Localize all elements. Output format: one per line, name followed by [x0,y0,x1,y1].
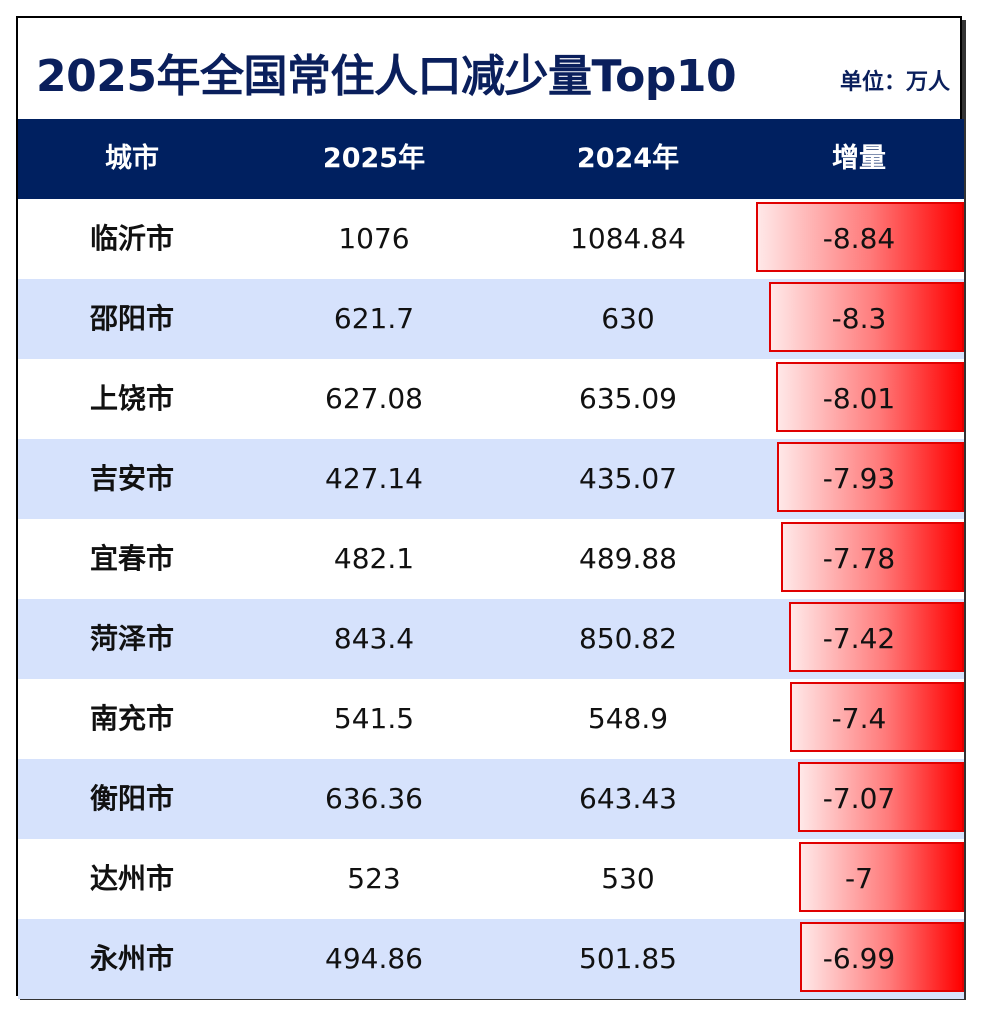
change-label: -7 [845,862,873,895]
change-label: -8.01 [822,382,896,415]
table-row: 永州市 494.86 501.85 -6.99 [18,919,964,999]
title-bar: 2025年全国常住人口减少量Top10 单位：万人 [18,18,964,119]
value-2025-cell: 523 [347,862,401,895]
change-bar [799,842,964,912]
value-2025-cell: 1076 [338,222,410,255]
table-body: 临沂市 1076 1084.84 -8.84 邵阳市 621.7 630 -8.3 上饶市 627… [18,199,964,999]
city-cell: 衡阳市 [89,782,174,815]
value-2025-cell: 427.14 [325,462,423,495]
value-2024-cell: 501.85 [579,942,677,975]
city-cell: 南充市 [89,702,174,735]
change-bar [800,922,964,992]
city-cell: 宜春市 [89,542,174,575]
value-2024-cell: 850.82 [579,622,677,655]
value-2025-cell: 541.5 [333,702,415,735]
value-2024-cell: 548.9 [587,702,669,735]
change-label: -7.42 [822,622,896,655]
city-cell: 菏泽市 [89,622,174,655]
value-2025-cell: 843.4 [333,622,415,655]
table-header: 城市 2025年 2024年 增量 [18,119,964,199]
value-2024-cell: 635.09 [579,382,677,415]
city-cell: 吉安市 [89,462,174,495]
table-row: 临沂市 1076 1084.84 -8.84 [18,199,964,279]
table-row: 达州市 523 530 -7 [18,839,964,919]
value-2024-cell: 489.88 [579,542,677,575]
header-2024: 2024年 [576,143,680,174]
value-2025-cell: 627.08 [325,382,423,415]
change-bar [776,362,964,432]
change-bar [798,762,964,832]
header-city: 城市 [105,143,159,174]
city-cell: 上饶市 [89,382,174,415]
city-cell: 永州市 [89,942,174,975]
header-2025: 2025年 [322,143,426,174]
chart-card: 2025年全国常住人口减少量Top10 单位：万人 城市 2025年 2024年… [16,16,964,999]
value-2024-cell: 435.07 [579,462,677,495]
table-row: 宜春市 482.1 489.88 -7.78 [18,519,964,599]
change-label: -8.84 [822,222,896,255]
table-row: 南充市 541.5 548.9 -7.4 [18,679,964,759]
table-row: 菏泽市 843.4 850.82 -7.42 [18,599,964,679]
change-label: -6.99 [822,942,896,975]
change-bar [790,682,964,752]
value-2025-cell: 494.86 [325,942,423,975]
change-label: -7.93 [822,462,896,495]
value-2024-cell: 643.43 [579,782,677,815]
value-2024-cell: 630 [601,302,655,335]
city-cell: 邵阳市 [89,302,174,335]
change-bar [777,442,964,512]
change-label: -8.3 [831,302,887,335]
value-2025-cell: 636.36 [325,782,423,815]
change-bar [789,602,964,672]
value-2025-cell: 621.7 [333,302,415,335]
value-2024-cell: 530 [601,862,655,895]
city-cell: 临沂市 [89,222,174,255]
change-bar [769,282,964,352]
change-bar [756,202,964,272]
table-row: 上饶市 627.08 635.09 -8.01 [18,359,964,439]
table-row: 衡阳市 636.36 643.43 -7.07 [18,759,964,839]
unit-label: 单位：万人 [839,70,950,95]
change-label: -7.4 [831,702,887,735]
change-bar [781,522,964,592]
table-row: 邵阳市 621.7 630 -8.3 [18,279,964,359]
value-2024-cell: 1084.84 [570,222,686,255]
city-cell: 达州市 [89,862,174,895]
table-row: 吉安市 427.14 435.07 -7.93 [18,439,964,519]
change-label: -7.78 [822,542,896,575]
chart-title: 2025年全国常住人口减少量Top10 [36,51,737,102]
header-change: 增量 [832,143,886,174]
change-label: -7.07 [822,782,896,815]
value-2025-cell: 482.1 [333,542,415,575]
